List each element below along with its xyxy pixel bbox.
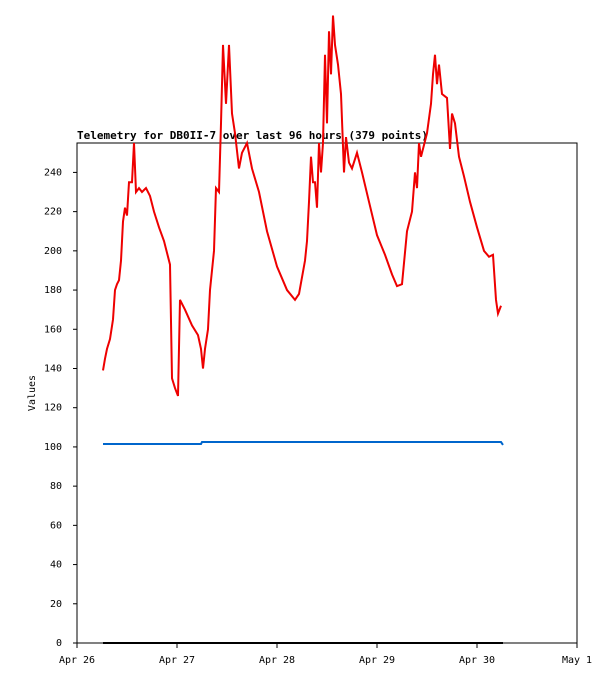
- y-tick-label: 160: [44, 324, 62, 335]
- y-tick-label: 60: [50, 520, 62, 531]
- x-tick-label: May 1: [562, 655, 592, 666]
- x-tick-label: Apr 30: [459, 655, 495, 666]
- y-tick-label: 140: [44, 363, 62, 374]
- plot-frame: [76, 142, 578, 644]
- y-tick-label: 100: [44, 442, 62, 453]
- data-line: [102, 15, 502, 397]
- x-tick-label: Apr 28: [259, 655, 295, 666]
- chart-title: Telemetry for DB0II-7 over last 96 hours…: [77, 129, 428, 142]
- x-tick-label: Apr 29: [359, 655, 395, 666]
- x-tick-label: Apr 27: [159, 655, 195, 666]
- y-tick-label: 40: [50, 560, 62, 571]
- data-line: [103, 441, 504, 446]
- y-tick-label: 80: [50, 481, 62, 492]
- y-tick-label: 120: [44, 403, 62, 414]
- y-tick-label: 180: [44, 285, 62, 296]
- y-tick-label: 0: [56, 638, 62, 649]
- y-tick-label: 20: [50, 599, 62, 610]
- x-tick-label: Apr 26: [59, 655, 95, 666]
- y-tick-label: 220: [44, 207, 62, 218]
- y-tick-label: 200: [44, 246, 62, 257]
- y-axis-label: Values: [27, 375, 38, 411]
- y-tick-label: 240: [44, 167, 62, 178]
